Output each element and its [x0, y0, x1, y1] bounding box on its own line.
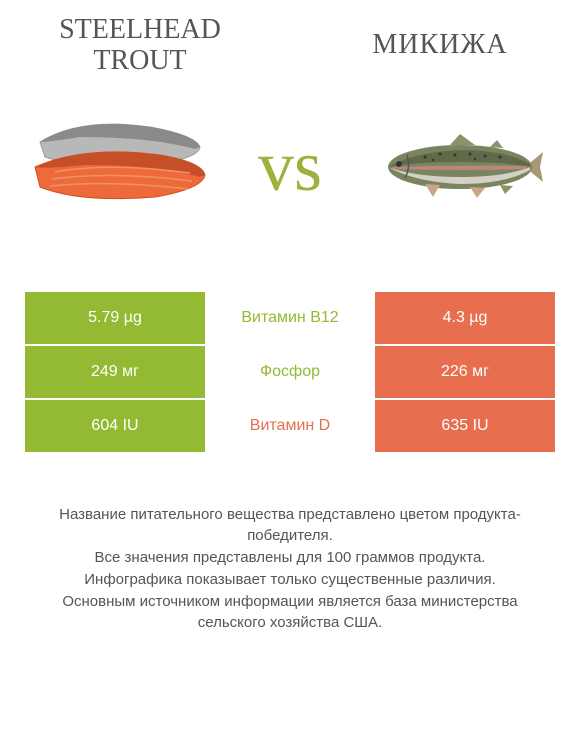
- title-left: STEELHEAD TROUT: [40, 15, 240, 77]
- cell-left-value: 249 мг: [25, 346, 205, 398]
- cell-mid-label: Фосфор: [205, 346, 375, 398]
- cell-left-value: 604 IU: [25, 400, 205, 452]
- table-row: 5.79 µg Витамин B12 4.3 µg: [25, 292, 555, 344]
- image-right-fish-whole: [370, 97, 550, 237]
- cell-right-value: 4.3 µg: [375, 292, 555, 344]
- image-left-fish-fillet: [30, 97, 210, 237]
- cell-left-value: 5.79 µg: [25, 292, 205, 344]
- cell-right-value: 635 IU: [375, 400, 555, 452]
- footer-text: Название питательного вещества представл…: [0, 454, 580, 635]
- comparison-table: 5.79 µg Витамин B12 4.3 µg 249 мг Фосфор…: [0, 262, 580, 452]
- table-row: 604 IU Витамин D 635 IU: [25, 400, 555, 452]
- cell-mid-label: Витамин B12: [205, 292, 375, 344]
- images-row: vs: [0, 82, 580, 262]
- vs-label: vs: [258, 125, 322, 208]
- cell-mid-label: Витамин D: [205, 400, 375, 452]
- cell-right-value: 226 мг: [375, 346, 555, 398]
- header: STEELHEAD TROUT МИКИЖА: [0, 0, 580, 82]
- title-right: МИКИЖА: [340, 30, 540, 61]
- table-row: 249 мг Фосфор 226 мг: [25, 346, 555, 398]
